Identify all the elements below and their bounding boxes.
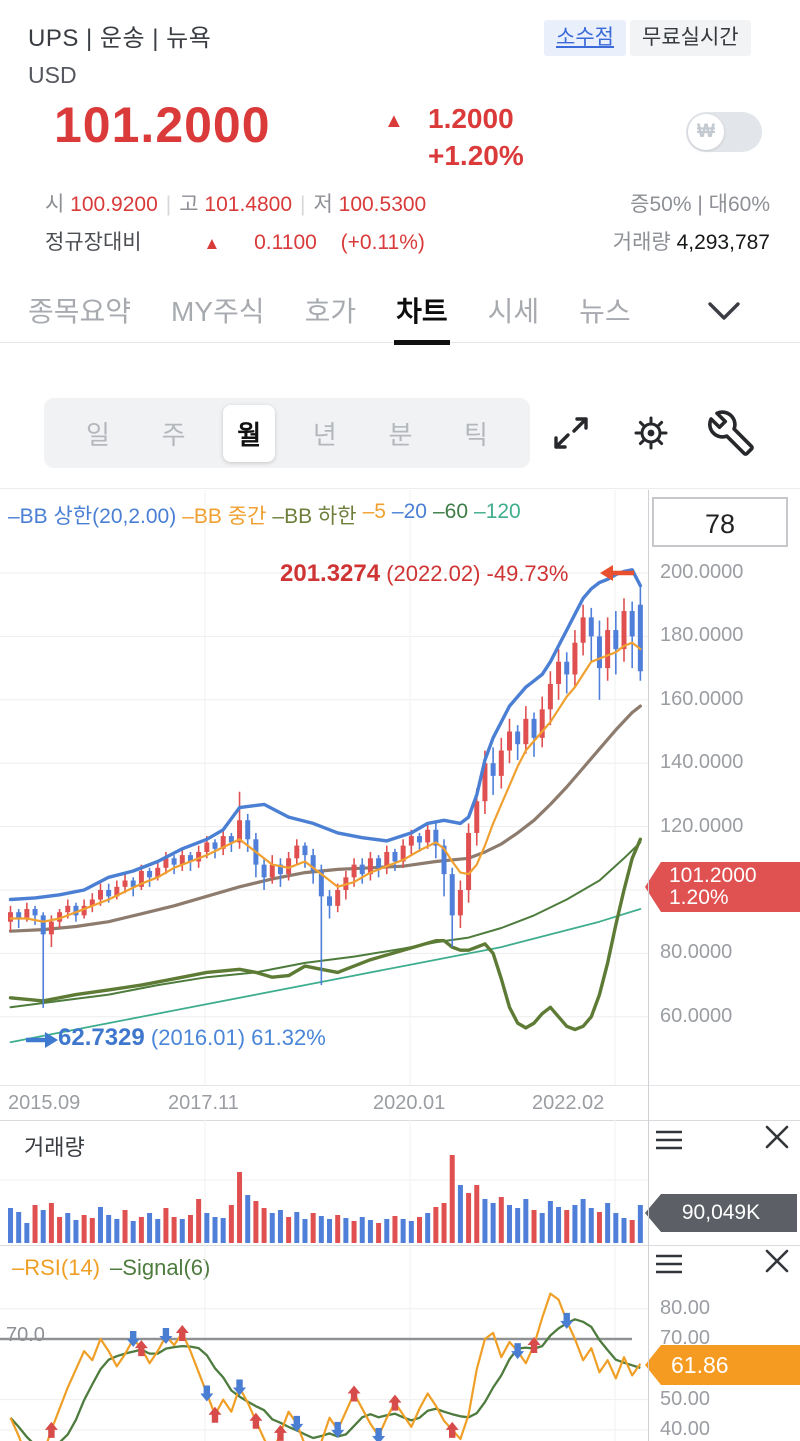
- y-axis-tick: 180.0000: [660, 624, 744, 647]
- daily-volume-label: 거래량: [612, 231, 671, 254]
- legend-item-2: –BB 하한: [272, 505, 357, 528]
- axis-gutter-divider: [648, 490, 649, 1441]
- settings-gear-icon[interactable]: [628, 410, 674, 456]
- period-option-1[interactable]: 주: [161, 419, 186, 450]
- rsi-panel-menu-icon[interactable]: [654, 1252, 684, 1276]
- price-badge-value: 101.2000: [669, 864, 757, 887]
- rsi-line-chart[interactable]: [0, 1246, 648, 1441]
- open-label: 시: [45, 193, 65, 216]
- y-axis-tick: 140.0000: [660, 751, 744, 774]
- tab-4[interactable]: 시세: [487, 296, 540, 327]
- vs-regular-percent: (+0.11%): [340, 231, 425, 254]
- daily-volume-value: 4,293,787: [676, 231, 770, 254]
- rsi-legend: –RSI(14) –Signal(6): [12, 1255, 220, 1281]
- high-arrow-left-icon: [600, 565, 634, 581]
- change-percent: +1.20%: [428, 140, 524, 171]
- currency-label: USD: [28, 62, 77, 88]
- x-axis-tick: 2017.11: [168, 1092, 239, 1114]
- volume-panel-title: 거래량: [24, 1135, 85, 1160]
- low-label: 저: [313, 193, 333, 216]
- stock-title: UPS | 운송 | 뉴욕: [28, 25, 212, 52]
- x-axis-tick: 2020.01: [373, 1092, 446, 1114]
- tools-wrench-icon[interactable]: [708, 410, 754, 456]
- vs-regular-row: 정규장대비 ▲ 0.1100 (+0.11%): [45, 226, 425, 256]
- y-axis-tick: 60.0000: [660, 1004, 733, 1027]
- margin-info: 증50% | 대60%: [630, 193, 770, 216]
- period-option-4[interactable]: 분: [388, 419, 413, 450]
- bar-count-input[interactable]: 78: [652, 497, 788, 547]
- legend-item-1: –BB 중간: [182, 505, 267, 528]
- price-badge-percent: 1.20%: [669, 886, 729, 909]
- won-icon: ₩: [688, 114, 724, 150]
- x-axis-tick: 2015.09: [8, 1092, 81, 1114]
- currency-toggle[interactable]: ₩: [686, 112, 762, 152]
- volume-panel-menu-icon[interactable]: [654, 1128, 684, 1152]
- legend-item-0: –BB 상한(20,2.00): [8, 505, 177, 528]
- volume-bar-chart[interactable]: [0, 1120, 648, 1245]
- up-triangle-icon: ▲: [384, 110, 404, 132]
- legend-item-5: –60: [432, 500, 469, 523]
- rsi-axis-tick: 70.00: [660, 1327, 711, 1349]
- vs-regular-label: 정규장대비: [45, 231, 142, 254]
- vs-up-triangle-icon: ▲: [203, 234, 221, 253]
- decimal-toggle-button[interactable]: 소수점: [544, 20, 626, 56]
- legend-item-3: –5: [362, 500, 386, 523]
- rsi-legend-item-0: –RSI(14): [12, 1255, 101, 1280]
- chart-legend: –BB 상한(20,2.00) –BB 중간 –BB 하한 –5 –20 –60 –120: [8, 500, 527, 530]
- tab-3[interactable]: 차트: [396, 290, 448, 344]
- high-annotation-rest: (2022.02) -49.73%: [386, 561, 569, 586]
- current-price: 101.2000: [54, 97, 271, 153]
- rsi-panel-close-icon[interactable]: [764, 1248, 790, 1274]
- x-axis-tick: 2022.02: [532, 1092, 605, 1114]
- low-annotation: 62.7329 (2016.01) 61.32%: [58, 1024, 326, 1052]
- tab-bar: 종목요약 MY주식 호가 차트 시세 뉴스: [0, 290, 800, 343]
- tab-5[interactable]: 뉴스: [579, 296, 631, 327]
- tab-1[interactable]: MY주식: [171, 296, 265, 327]
- period-option-2[interactable]: 월: [223, 404, 276, 462]
- legend-item-4: –20: [391, 500, 427, 523]
- rsi-legend-item-1: –Signal(6): [110, 1255, 211, 1280]
- legend-item-6: –120: [474, 500, 521, 523]
- rsi-axis-tick: 50.00: [660, 1387, 711, 1410]
- realtime-button[interactable]: 무료실시간: [630, 20, 751, 56]
- low-value: 100.5300: [338, 193, 427, 216]
- candlestick-chart[interactable]: [0, 490, 648, 1085]
- daily-volume: 거래량 4,293,787: [613, 226, 770, 256]
- period-option-3[interactable]: 년: [312, 419, 337, 450]
- y-axis-tick: 120.0000: [660, 814, 744, 837]
- high-value: 101.4800: [204, 193, 292, 216]
- tab-0[interactable]: 종목요약: [28, 296, 132, 327]
- rsi-axis-badge: 61.86: [645, 1345, 800, 1385]
- low-annotation-value: 62.7329: [58, 1024, 145, 1051]
- high-annotation-value: 201.3274: [280, 560, 381, 587]
- open-value: 100.9200: [70, 193, 158, 216]
- rsi-level-label: 70.0: [6, 1324, 45, 1346]
- volume-axis-badge: 90,049K: [645, 1194, 797, 1232]
- high-label: 고: [179, 193, 199, 216]
- low-annotation-rest: (2016.01) 61.32%: [150, 1025, 326, 1050]
- tab-2[interactable]: 호가: [304, 296, 357, 327]
- y-axis-tick: 160.0000: [660, 687, 744, 710]
- ohl-row: 시 100.9200 | 고 101.4800 | 저 100.5300: [45, 193, 427, 216]
- fullscreen-expand-icon[interactable]: [548, 410, 594, 456]
- volume-panel-close-icon[interactable]: [764, 1124, 790, 1150]
- low-arrow-right-icon: [26, 1032, 58, 1048]
- y-axis-tick: 200.0000: [660, 561, 744, 583]
- more-tabs-chevron-icon[interactable]: [702, 296, 746, 326]
- high-annotation: 201.3274 (2022.02) -49.73%: [280, 560, 568, 588]
- current-price-axis-badge: 101.2000 1.20%: [645, 862, 800, 912]
- rsi-axis-tick: 40.00: [660, 1417, 711, 1440]
- change-value: 1.2000: [428, 103, 514, 134]
- y-axis-tick: 80.0000: [660, 941, 733, 964]
- period-option-5[interactable]: 틱: [464, 419, 488, 450]
- period-option-0[interactable]: 일: [86, 419, 110, 450]
- vs-regular-value: 0.1100: [254, 231, 317, 254]
- rsi-axis-tick: 80.00: [660, 1296, 711, 1319]
